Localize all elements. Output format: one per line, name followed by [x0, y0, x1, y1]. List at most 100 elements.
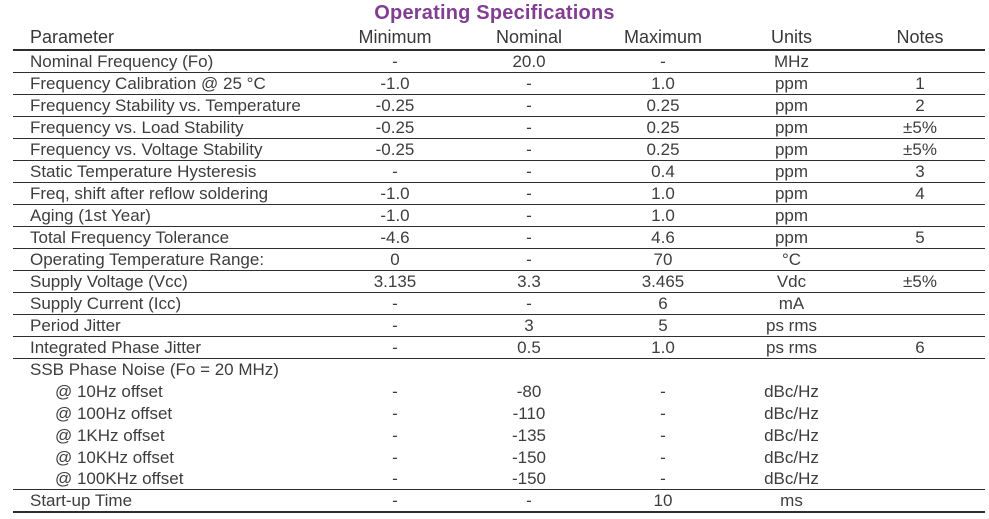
maximum-cell: 1.0: [598, 72, 728, 95]
units-cell: MHz: [728, 50, 855, 73]
table-row: @ 100KHz offset - -150- dBc/Hz: [13, 467, 985, 491]
notes-cell: [855, 248, 985, 271]
minimum-cell: -: [330, 467, 460, 491]
parameter-cell: Start-up Time: [13, 489, 330, 514]
column-header-maximum: Maximum: [598, 25, 728, 51]
nominal-cell: 20.0: [460, 50, 598, 73]
parameter-cell: Frequency vs. Load Stability: [13, 116, 330, 139]
notes-cell: [855, 467, 985, 491]
nominal-cell: -110: [512, 403, 546, 423]
maximum-cell: 0.25: [598, 116, 728, 139]
column-header-nominal: Nominal: [460, 25, 598, 51]
minimum-cell: -: [330, 160, 460, 183]
units-cell: dBc/Hz: [764, 425, 819, 445]
minimum-cell: -: [392, 381, 398, 401]
minimum-cell: -0.25: [330, 94, 460, 117]
maximum-cell: 1.0: [598, 204, 728, 227]
units-cell: dBc/Hz: [728, 467, 855, 491]
units-cell: ppm: [728, 226, 855, 249]
table-row: SSB Phase Noise (Fo = 20 MHz): [13, 359, 985, 381]
parameter-cell: Nominal Frequency (Fo): [13, 50, 330, 73]
parameter-cell: Supply Current (Icc): [13, 292, 330, 315]
units-cell: ps rms: [728, 314, 855, 337]
table-row: Frequency Stability vs. Temperature -0.25…: [13, 94, 985, 117]
parameter-cell: Frequency Stability vs. Temperature: [13, 94, 330, 117]
minimum-cell: -: [330, 292, 460, 315]
notes-cell: [855, 489, 985, 514]
table-row: Supply Voltage (Vcc) 3.135 3.3 3.465 Vdc ±5%: [13, 270, 985, 293]
table-row: Frequency vs. Load Stability -0.25-0.25 pp…: [13, 116, 985, 139]
table-header: Parameter Minimum Nominal Maximum Units …: [13, 25, 985, 51]
page-title: Operating Specifications: [374, 2, 615, 24]
table-row: @ 10Hz offset - -80 - dBc/Hz: [13, 380, 985, 402]
notes-cell: [855, 402, 985, 424]
notes-cell: 5: [855, 226, 985, 249]
table-row: Aging (1st Year) -1.0-1.0 ppm: [13, 204, 985, 227]
maximum-cell: 70: [598, 248, 728, 271]
maximum-cell: 0.4: [598, 160, 728, 183]
maximum-cell: -: [598, 50, 728, 73]
minimum-cell: -: [392, 425, 398, 445]
minimum-cell: -1.0: [330, 204, 460, 227]
notes-cell: 4: [855, 182, 985, 205]
units-cell: °C: [728, 248, 855, 271]
units-cell: dBc/Hz: [764, 447, 819, 467]
maximum-cell: [598, 359, 728, 381]
table-row: @ 10KHz offset - -150 - dBc/Hz: [13, 446, 985, 468]
maximum-cell: -: [598, 467, 728, 491]
table-row: Freq, shift after reflow soldering -1.0-1…: [13, 182, 985, 205]
nominal-cell: -: [460, 226, 598, 249]
minimum-cell: -: [330, 489, 460, 514]
notes-cell: [855, 359, 985, 381]
minimum-cell: -1.0: [330, 72, 460, 95]
nominal-cell: -: [460, 248, 598, 271]
notes-cell: ±5%: [855, 116, 985, 139]
parameter-cell: @ 10KHz offset: [55, 447, 174, 467]
units-cell: ppm: [728, 72, 855, 95]
parameter-cell: Aging (1st Year): [13, 204, 330, 227]
minimum-cell: -1.0: [330, 182, 460, 205]
units-cell: ms: [728, 489, 855, 514]
notes-cell: [855, 314, 985, 337]
minimum-cell: -: [330, 336, 460, 359]
maximum-cell: 0.25: [598, 138, 728, 161]
parameter-cell: Total Frequency Tolerance: [13, 226, 330, 249]
column-header-units: Units: [728, 25, 855, 51]
units-cell: [728, 359, 855, 381]
column-header-minimum: Minimum: [330, 25, 460, 51]
maximum-cell: -: [660, 381, 666, 401]
units-cell: mA: [728, 292, 855, 315]
nominal-cell: -: [460, 489, 598, 514]
units-cell: Vdc: [728, 270, 855, 293]
notes-cell: [855, 204, 985, 227]
units-cell: ppm: [728, 138, 855, 161]
notes-cell: [855, 380, 985, 402]
notes-cell: [855, 424, 985, 446]
notes-cell: [855, 446, 985, 468]
header-row: Parameter Minimum Nominal Maximum Units …: [13, 25, 985, 51]
minimum-cell: 3.135: [330, 270, 460, 293]
nominal-cell: -: [460, 292, 598, 315]
parameter-cell: Supply Voltage (Vcc): [13, 270, 330, 293]
table-row: @ 100Hz offset - -110 - dBc/Hz: [13, 402, 985, 424]
parameter-cell: @ 100Hz offset: [55, 403, 173, 423]
notes-cell: ±5%: [855, 138, 985, 161]
column-header-parameter: Parameter: [13, 25, 330, 51]
maximum-cell: -: [660, 425, 666, 445]
parameter-cell: @ 1KHz offset: [55, 425, 165, 445]
notes-cell: 6: [855, 336, 985, 359]
maximum-cell: 4.6: [598, 226, 728, 249]
maximum-cell: -: [660, 447, 666, 467]
units-cell: ppm: [728, 204, 855, 227]
parameter-cell: @ 10Hz offset: [55, 381, 163, 401]
units-cell: dBc/Hz: [764, 403, 819, 423]
nominal-cell: -: [460, 182, 598, 205]
nominal-cell: 3: [460, 314, 598, 337]
notes-cell: [855, 50, 985, 73]
nominal-cell: -: [460, 204, 598, 227]
parameter-cell: SSB Phase Noise (Fo = 20 MHz): [30, 360, 279, 380]
maximum-cell: 3.465: [598, 270, 728, 293]
table-row: Period Jitter -3 5 ps rms: [13, 314, 985, 337]
table-row: Operating Temperature Range: 0-70 °C: [13, 248, 985, 271]
table-row: Frequency Calibration @ 25 °C -1.0-1.0 ppm…: [13, 72, 985, 95]
